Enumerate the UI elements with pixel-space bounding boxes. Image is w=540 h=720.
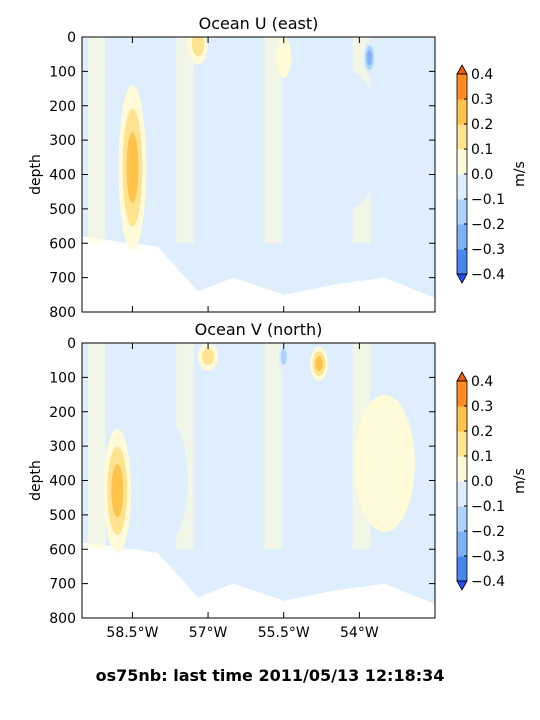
y-tick-label: 200 bbox=[49, 99, 76, 115]
y-tick-label: 700 bbox=[49, 271, 76, 287]
contour-feature bbox=[354, 394, 415, 533]
contour-feature bbox=[280, 348, 287, 365]
field-band bbox=[234, 343, 253, 550]
colorbar-tick-label: 0.0 bbox=[471, 167, 493, 183]
y-tick-label: 100 bbox=[49, 64, 76, 80]
colorbar-tick-label: −0.2 bbox=[471, 217, 505, 233]
chart-panel-2: Ocean V (north) 0 100 200 300 400 500 600 700 800… bbox=[28, 320, 528, 641]
y-tick-label: 300 bbox=[49, 133, 76, 149]
colorbar-segment bbox=[457, 481, 467, 507]
colorbar-tick-label: −0.4 bbox=[471, 267, 505, 283]
colorbar-tick-label: 0.2 bbox=[471, 117, 493, 133]
colorbar-segment bbox=[457, 74, 467, 100]
colorbar-tick-label: 0.1 bbox=[471, 449, 493, 465]
colorbar-tick-label: 0.2 bbox=[471, 424, 493, 440]
colorbar-tick-label: 0.3 bbox=[471, 92, 493, 108]
chart-panel-1: Ocean U (east) 0 100 200 300 400 500 600 700 800 d… bbox=[28, 14, 528, 321]
contour-feature bbox=[126, 132, 139, 203]
chart-title: Ocean U (east) bbox=[199, 14, 319, 33]
y-tick-label: 500 bbox=[49, 202, 76, 218]
data-field bbox=[82, 37, 435, 299]
footer-title: os75nb: last time 2011/05/13 12:18:34 bbox=[95, 666, 445, 685]
field-band bbox=[382, 37, 400, 244]
colorbar-extend-max bbox=[456, 64, 468, 75]
contour-feature bbox=[202, 348, 215, 365]
y-tick-label: 600 bbox=[49, 542, 76, 558]
x-tick-label: 54°W bbox=[340, 625, 379, 641]
colorbar-tick-label: −0.2 bbox=[471, 524, 505, 540]
field-band bbox=[264, 37, 283, 244]
contour-feature bbox=[147, 420, 188, 541]
colorbar-extend-max bbox=[456, 371, 468, 382]
colorbar-extend-min bbox=[456, 580, 468, 591]
colorbar-tick-label: −0.1 bbox=[471, 499, 505, 515]
x-tick-label: 55.5°W bbox=[258, 625, 310, 641]
colorbar-tick-label: 0.0 bbox=[471, 474, 493, 490]
y-tick-label: 0 bbox=[67, 336, 76, 352]
colorbar-segment bbox=[457, 199, 467, 225]
colorbar-segment bbox=[457, 99, 467, 125]
field-band bbox=[205, 343, 224, 550]
colorbar-segment bbox=[457, 149, 467, 175]
colorbar-label: m/s bbox=[512, 468, 528, 494]
y-tick-label: 600 bbox=[49, 236, 76, 252]
contour-feature bbox=[191, 37, 205, 57]
colorbar-tick-label: 0.4 bbox=[471, 374, 493, 390]
field-band bbox=[176, 37, 194, 244]
colorbar-segment bbox=[457, 531, 467, 557]
x-tick-label: 58.5°W bbox=[106, 625, 158, 641]
field-band bbox=[323, 343, 341, 550]
contour-feature bbox=[315, 356, 323, 371]
contour-feature bbox=[195, 140, 241, 244]
colorbar-segment bbox=[457, 381, 467, 407]
colorbar-segment bbox=[457, 124, 467, 150]
colorbar-tick-label: 0.3 bbox=[471, 399, 493, 415]
colorbar-segment bbox=[457, 431, 467, 457]
y-axis-label: depth bbox=[28, 154, 44, 195]
field-band bbox=[293, 343, 312, 550]
colorbar-segment bbox=[457, 174, 467, 200]
field-band bbox=[411, 37, 430, 244]
data-field bbox=[82, 343, 435, 605]
y-tick-label: 400 bbox=[49, 474, 76, 490]
field-band bbox=[264, 343, 283, 550]
contour-feature bbox=[319, 71, 380, 209]
field-band bbox=[87, 37, 106, 244]
colorbar-segment bbox=[457, 506, 467, 532]
colorbar-tick-label: 0.4 bbox=[471, 67, 493, 83]
colorbar-tick-label: −0.3 bbox=[471, 549, 505, 565]
y-tick-label: 800 bbox=[49, 611, 76, 627]
colorbar-segment bbox=[457, 456, 467, 482]
colorbar-extend-min bbox=[456, 273, 468, 284]
y-tick-label: 500 bbox=[49, 508, 76, 524]
contour-feature bbox=[366, 50, 373, 65]
colorbar-tick-label: −0.1 bbox=[471, 192, 505, 208]
colorbar-tick-label: −0.4 bbox=[471, 574, 505, 590]
colorbar-segment bbox=[457, 224, 467, 250]
field-band bbox=[87, 343, 106, 550]
field-band bbox=[146, 37, 165, 244]
colorbar-segment bbox=[457, 556, 467, 582]
colorbar-tick-label: 0.1 bbox=[471, 142, 493, 158]
contour-feature bbox=[276, 37, 292, 79]
y-tick-label: 800 bbox=[49, 305, 76, 321]
y-tick-label: 100 bbox=[49, 370, 76, 386]
x-tick-label: 57°W bbox=[189, 625, 228, 641]
colorbar-tick-label: −0.3 bbox=[471, 242, 505, 258]
field-band bbox=[411, 343, 430, 550]
y-tick-label: 400 bbox=[49, 168, 76, 184]
colorbar-label: m/s bbox=[512, 161, 528, 187]
y-tick-label: 0 bbox=[67, 30, 76, 46]
field-band bbox=[293, 37, 312, 244]
y-tick-label: 300 bbox=[49, 439, 76, 455]
colorbar-segment bbox=[457, 406, 467, 432]
y-axis-label: depth bbox=[28, 460, 44, 501]
chart-title: Ocean V (north) bbox=[195, 320, 323, 339]
colorbar-segment bbox=[457, 249, 467, 275]
contour-feature bbox=[111, 464, 124, 518]
y-tick-label: 200 bbox=[49, 405, 76, 421]
y-tick-label: 700 bbox=[49, 577, 76, 593]
